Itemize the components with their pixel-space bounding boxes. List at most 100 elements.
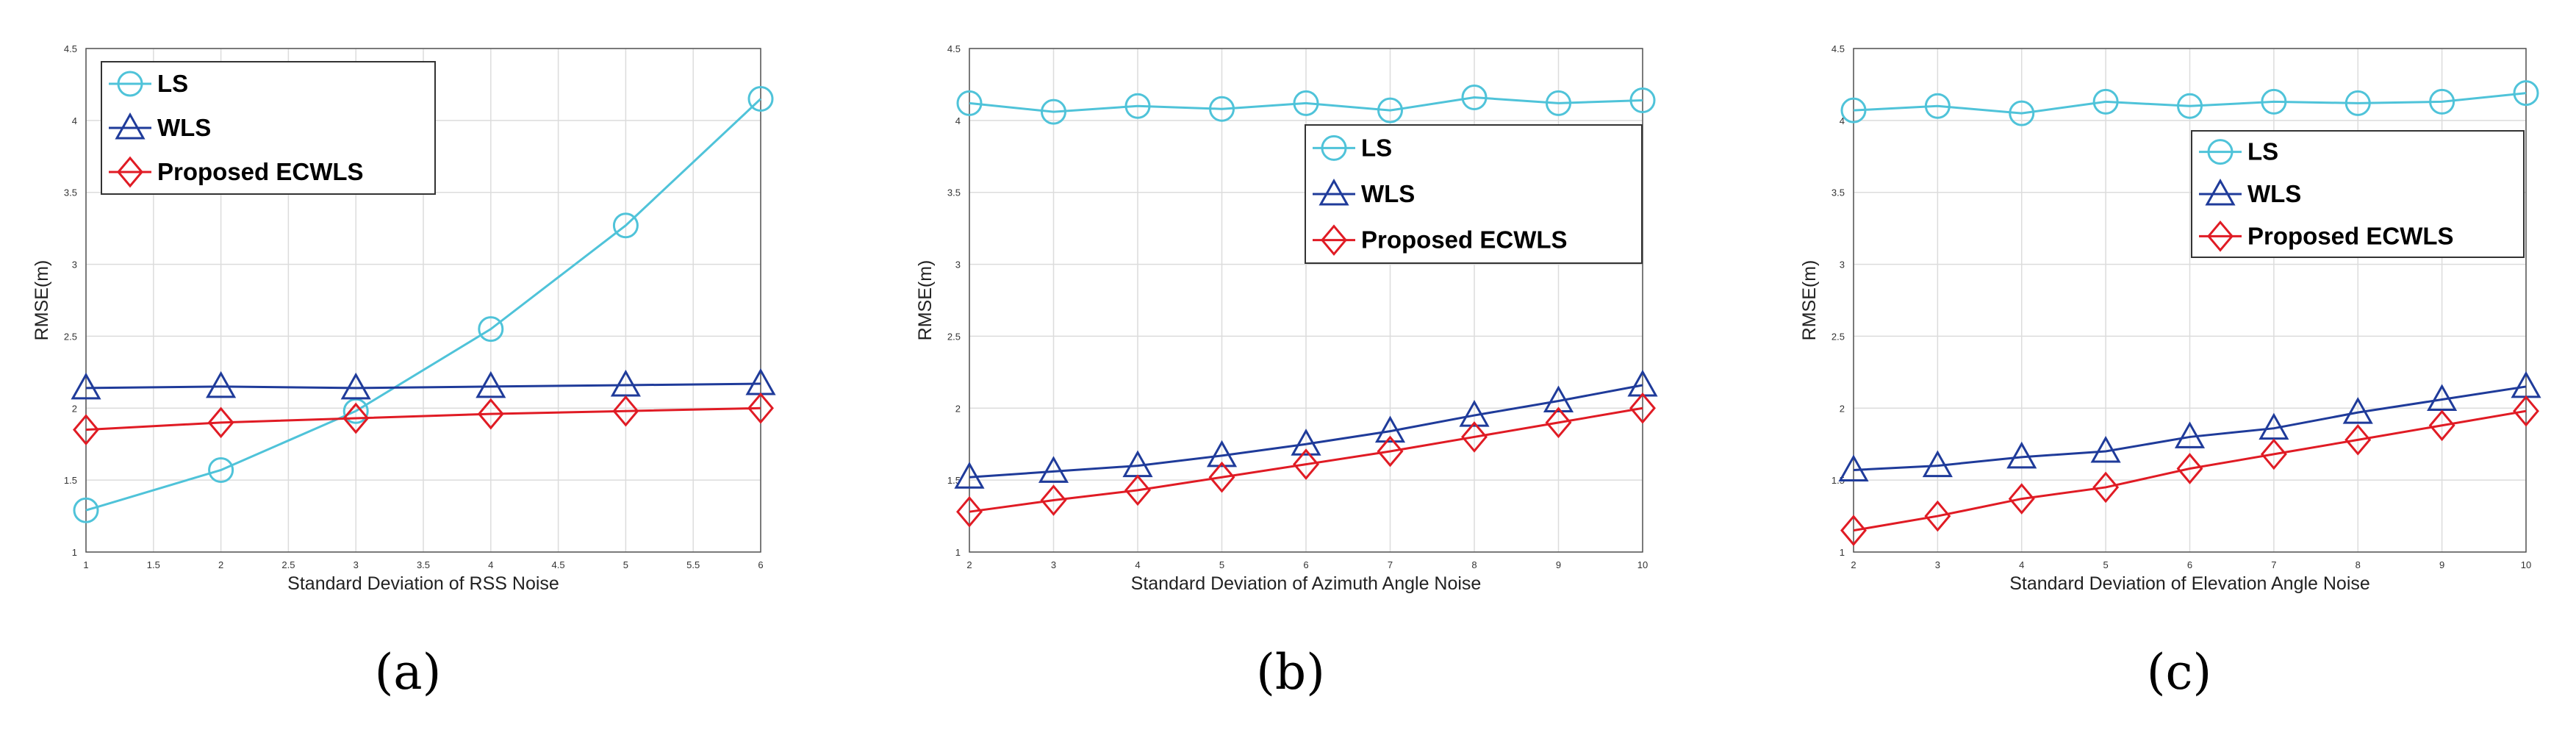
x-tick-label: 2 (218, 559, 223, 570)
x-tick-label: 2 (966, 559, 972, 570)
y-tick-label: 4.5 (1831, 43, 1845, 54)
data-point (612, 212, 639, 239)
plot-frame (85, 48, 761, 553)
data-point (2429, 88, 2455, 115)
x-tick-label: 2.5 (281, 559, 295, 570)
data-point (1543, 385, 1574, 412)
x-tick-label: 3 (1051, 559, 1056, 570)
data-point (2344, 424, 2372, 456)
legend-marker (1319, 178, 1349, 206)
y-tick-label: 2.5 (64, 331, 77, 342)
series-line (969, 406, 1643, 513)
plot-frame (1853, 48, 2527, 553)
legend-label: Proposed ECWLS (2247, 222, 2454, 249)
legend-marker (2207, 221, 2234, 252)
data-point (1459, 400, 1490, 427)
x-tick-label: 4 (1135, 559, 1140, 570)
data-point (1922, 450, 1953, 478)
chart-panel-1: 2 3 4 5 6 7 8 9 10 1 1.5 2 2.5 3 3.5 4 4.5 Standard Devia… (915, 43, 1658, 701)
y-tick-label: 4 (1840, 115, 1845, 126)
data-point (2176, 453, 2203, 484)
x-tick-label: 6 (758, 559, 763, 570)
series-line (85, 406, 761, 431)
legend: LS WLS Proposed ECWLS (2191, 130, 2525, 258)
data-point (1840, 515, 1867, 546)
y-axis-label: RMSE(m) (915, 260, 936, 341)
data-point (2260, 438, 2287, 470)
data-point (2428, 409, 2455, 442)
x-tick-label: 9 (1556, 559, 1561, 570)
y-tick-label: 4.5 (64, 43, 77, 54)
data-point (956, 90, 983, 116)
data-point (1629, 87, 1656, 113)
y-tick-label: 3 (1840, 259, 1845, 271)
x-tick-label: 9 (2439, 559, 2444, 570)
legend-label: LS (2247, 138, 2278, 165)
series-line (85, 98, 762, 512)
data-point (208, 456, 234, 483)
series-line (969, 384, 1643, 479)
legend-label: Proposed ECWLS (157, 158, 364, 185)
data-point (2261, 88, 2287, 115)
data-point (477, 398, 504, 430)
data-point (2090, 435, 2121, 463)
legend-marker (2205, 178, 2236, 206)
x-tick-label: 8 (2356, 559, 2361, 570)
x-tick-label: 1 (83, 559, 88, 570)
legend-label: WLS (157, 114, 211, 141)
x-tick-label: 7 (2271, 559, 2276, 570)
data-point (340, 372, 371, 400)
data-point (1124, 93, 1151, 119)
y-axis-label: RMSE(m) (1799, 260, 1820, 341)
x-tick-label: 5.5 (686, 559, 700, 570)
x-tick-label: 4.5 (552, 559, 565, 570)
legend-marker (1321, 224, 1347, 256)
y-tick-label: 2.5 (947, 331, 961, 342)
y-tick-label: 3 (72, 259, 77, 271)
data-point (2092, 471, 2120, 504)
x-axis-label: Standard Deviation of Azimuth Angle Nois… (1131, 573, 1482, 594)
data-point (1545, 406, 1572, 439)
y-tick-label: 3.5 (947, 187, 961, 198)
legend-label: LS (157, 70, 188, 97)
data-point (1208, 461, 1235, 493)
data-point (1461, 421, 1488, 453)
legend-label: WLS (1361, 180, 1415, 207)
x-tick-label: 8 (1471, 559, 1477, 570)
data-point (1040, 484, 1067, 516)
panel-caption: (c) (2147, 644, 2211, 701)
data-point (1206, 440, 1238, 467)
data-point (1293, 90, 1319, 116)
data-point (956, 495, 983, 528)
legend: LS WLS Proposed ECWLS (101, 61, 436, 195)
legend-marker (117, 156, 143, 188)
panel-caption: (b) (1256, 644, 1325, 701)
data-point (1377, 435, 1404, 467)
data-point (2177, 93, 2203, 119)
x-tick-label: 4 (488, 559, 493, 570)
data-point (1840, 97, 1867, 123)
x-tick-label: 10 (1637, 559, 1648, 570)
data-point (2006, 441, 2037, 469)
series-line (85, 382, 761, 390)
data-point (73, 497, 99, 523)
data-point (2174, 421, 2206, 448)
data-point (1038, 456, 1069, 483)
legend-marker (2207, 139, 2234, 165)
data-point (1041, 98, 1066, 125)
data-point (1291, 429, 1321, 456)
x-tick-label: 2 (1851, 559, 1856, 570)
x-axis-label: Standard Deviation of RSS Noise (287, 573, 559, 594)
y-tick-label: 4 (955, 115, 961, 126)
legend-label: LS (1361, 134, 1392, 161)
plot-frame (969, 48, 1643, 553)
data-point (2092, 88, 2119, 115)
y-tick-label: 3.5 (64, 187, 77, 198)
data-point (1293, 448, 1319, 480)
data-point (2009, 100, 2035, 126)
y-tick-label: 2 (1840, 403, 1845, 414)
y-tick-label: 1 (1840, 547, 1845, 558)
data-point (1461, 85, 1488, 111)
